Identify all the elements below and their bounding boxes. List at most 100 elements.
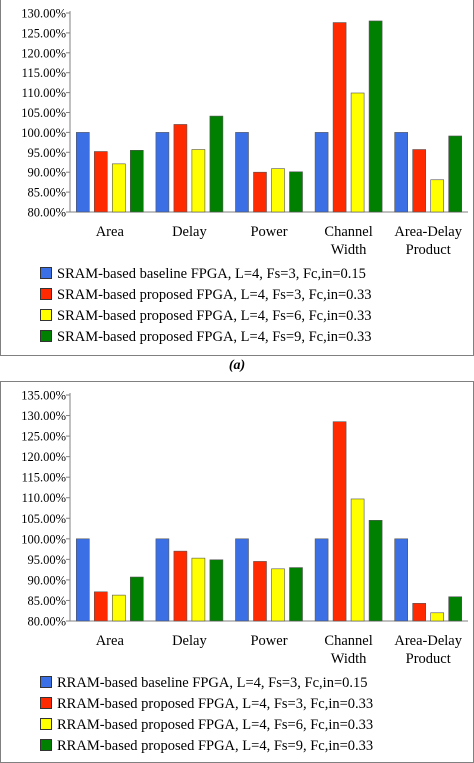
legend-label: SRAM-based baseline FPGA, L=4, Fs=3, Fc,… — [57, 266, 366, 282]
y-tick-label: 110.00% — [22, 86, 66, 100]
bar-chart-a: 80.00% 85.00% 90.00% 95.00% 100.00% 105.00% 11… — [21, 7, 468, 258]
bar-4 — [209, 115, 224, 213]
y-tick-label: 125.00% — [21, 26, 66, 40]
bar-chart-b: 80.00% 85.00% 90.00% 95.00% 100.00% 105.00% 11… — [21, 389, 468, 667]
legend-a: SRAM-based baseline FPGA, L=4, Fs=3, Fc,… — [40, 264, 372, 348]
bar-2 — [94, 591, 108, 622]
bar-3 — [430, 612, 445, 622]
bar-4 — [448, 135, 463, 213]
y-tick-label: 80.00% — [27, 206, 66, 220]
category-label: Area — [96, 224, 125, 240]
bar-1 — [314, 132, 329, 213]
bar-2 — [412, 603, 427, 622]
legend-label: RRAM-based proposed FPGA, L=4, Fs=3, Fc,… — [57, 696, 374, 712]
y-tick-label: 135.00% — [21, 389, 66, 403]
bar-1 — [76, 538, 90, 622]
bar-1 — [235, 538, 249, 622]
y-tick-label: 85.00% — [27, 594, 66, 608]
bar-1 — [314, 538, 329, 622]
category-label: Power — [250, 633, 287, 649]
y-tick-label: 105.00% — [21, 106, 66, 120]
category-label: Width — [331, 242, 367, 258]
y-tick-label: 120.00% — [21, 46, 66, 60]
bar-4 — [130, 150, 144, 213]
bar-1 — [394, 132, 409, 213]
legend-item: SRAM-based proposed FPGA, L=4, Fs=9, Fc,… — [40, 327, 372, 348]
y-tick-label: 120.00% — [21, 450, 66, 464]
bar-3 — [112, 163, 126, 213]
y-tick-label: 110.00% — [22, 491, 66, 505]
bar-4 — [448, 596, 463, 622]
bar-2 — [173, 550, 188, 622]
legend-swatch — [40, 718, 52, 730]
y-tick-label: 85.00% — [27, 186, 66, 200]
legend-swatch — [40, 288, 52, 300]
legend-b: RRAM-based baseline FPGA, L=4, Fs=3, Fc,… — [40, 673, 373, 757]
legend-item: RRAM-based proposed FPGA, L=4, Fs=3, Fc,… — [40, 694, 373, 715]
y-tick-label: 125.00% — [21, 430, 66, 444]
category-label: Delay — [172, 633, 207, 649]
bar-3 — [271, 168, 285, 213]
bar-2 — [94, 151, 108, 213]
bar-4 — [130, 576, 144, 622]
y-tick-label: 130.00% — [21, 7, 66, 21]
bar-2 — [253, 171, 267, 213]
category-label: Area-Delay — [394, 224, 462, 240]
legend-label: SRAM-based proposed FPGA, L=4, Fs=9, Fc,… — [57, 329, 372, 345]
legend-item: SRAM-based proposed FPGA, L=4, Fs=3, Fc,… — [40, 285, 372, 306]
legend-item: RRAM-based proposed FPGA, L=4, Fs=9, Fc,… — [40, 736, 373, 757]
bar-4 — [368, 20, 383, 213]
legend-item: SRAM-based baseline FPGA, L=4, Fs=3, Fc,… — [40, 264, 372, 285]
bar-1 — [394, 538, 409, 622]
chart-panel-a: 80.00% 85.00% 90.00% 95.00% 100.00% 105.00% 11… — [0, 0, 474, 357]
bar-3 — [350, 498, 365, 622]
bar-2 — [332, 421, 347, 622]
y-tick-label: 100.00% — [21, 126, 66, 140]
legend-item: SRAM-based proposed FPGA, L=4, Fs=6, Fc,… — [40, 306, 372, 327]
bar-2 — [412, 149, 427, 213]
y-tick-label: 80.00% — [27, 615, 66, 629]
legend-item: RRAM-based baseline FPGA, L=4, Fs=3, Fc,… — [40, 673, 373, 694]
y-tick-label: 105.00% — [21, 512, 66, 526]
legend-label: RRAM-based baseline FPGA, L=4, Fs=3, Fc,… — [57, 675, 368, 691]
bar-3 — [191, 149, 206, 213]
bar-4 — [289, 567, 303, 622]
bar-3 — [112, 594, 126, 622]
category-label: Delay — [172, 224, 207, 240]
legend-swatch — [40, 697, 52, 709]
bar-4 — [289, 171, 303, 213]
legend-swatch — [40, 739, 52, 751]
figure-caption-a: (a) — [228, 358, 246, 373]
legend-label: SRAM-based proposed FPGA, L=4, Fs=3, Fc,… — [57, 287, 372, 303]
bar-3 — [350, 92, 365, 213]
legend-swatch — [40, 309, 52, 321]
bar-2 — [253, 561, 267, 622]
y-tick-label: 95.00% — [27, 553, 66, 567]
category-label: Channel — [324, 224, 372, 240]
category-label: Channel — [324, 633, 372, 649]
legend-swatch — [40, 330, 52, 342]
bar-3 — [271, 568, 285, 622]
bar-2 — [173, 124, 188, 213]
category-label: Area — [96, 633, 125, 649]
y-tick-label: 115.00% — [22, 471, 66, 485]
bar-4 — [209, 559, 224, 622]
y-tick-label: 90.00% — [27, 573, 66, 587]
y-tick-label: 115.00% — [22, 66, 66, 80]
category-label: Width — [331, 651, 367, 667]
bar-3 — [430, 179, 445, 213]
category-label: Area-Delay — [394, 633, 462, 649]
category-label: Product — [406, 242, 451, 258]
bar-3 — [191, 557, 206, 622]
category-label: Power — [250, 224, 287, 240]
chart-panel-b: 80.00% 85.00% 90.00% 95.00% 100.00% 105.00% 11… — [0, 381, 474, 763]
bar-1 — [235, 132, 249, 213]
legend-swatch — [40, 676, 52, 688]
y-tick-label: 90.00% — [27, 166, 66, 180]
y-tick-label: 95.00% — [27, 146, 66, 160]
legend-swatch — [40, 267, 52, 279]
legend-label: SRAM-based proposed FPGA, L=4, Fs=6, Fc,… — [57, 308, 372, 324]
category-label: Product — [406, 651, 451, 667]
bar-2 — [332, 22, 347, 213]
bar-1 — [155, 132, 170, 213]
